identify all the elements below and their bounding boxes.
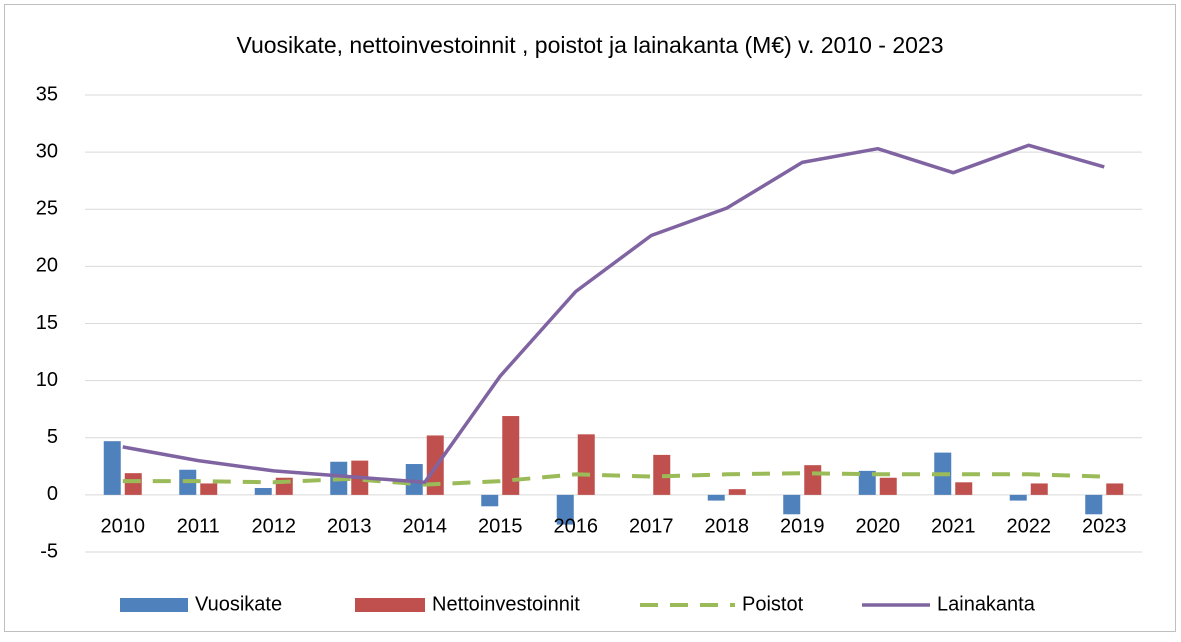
bar bbox=[783, 494, 801, 515]
bar bbox=[124, 473, 142, 495]
y-tick-label: 35 bbox=[36, 83, 58, 105]
y-tick-label: 25 bbox=[36, 198, 58, 220]
y-tick-label: 20 bbox=[36, 255, 58, 277]
x-tick-label: 2019 bbox=[780, 515, 825, 537]
chart-title: Vuosikate, nettoinvestoinnit , poistot j… bbox=[236, 32, 943, 58]
bar bbox=[1106, 483, 1124, 495]
bar bbox=[481, 494, 499, 507]
bar bbox=[653, 454, 671, 495]
legend-swatch bbox=[355, 598, 425, 612]
bar bbox=[200, 483, 218, 495]
bar bbox=[577, 434, 595, 495]
bar bbox=[728, 489, 746, 495]
y-tick-label: 0 bbox=[47, 483, 58, 505]
bar bbox=[502, 416, 520, 495]
y-tick-label: 15 bbox=[36, 312, 58, 334]
line-series bbox=[122, 471, 1105, 487]
bar bbox=[254, 488, 272, 495]
y-tick-label: 5 bbox=[47, 426, 58, 448]
bar bbox=[556, 494, 574, 525]
x-tick-label: 2015 bbox=[478, 515, 523, 537]
x-tick-label: 2018 bbox=[705, 515, 750, 537]
legend-swatch bbox=[120, 598, 188, 612]
x-tick-label: 2010 bbox=[101, 515, 146, 537]
x-tick-label: 2022 bbox=[1007, 515, 1052, 537]
legend-label: Vuosikate bbox=[195, 593, 282, 615]
x-tick-label: 2014 bbox=[403, 515, 448, 537]
legend-label: Lainakanta bbox=[937, 593, 1036, 615]
bar bbox=[955, 482, 973, 495]
bar bbox=[405, 464, 423, 495]
x-tick-label: 2013 bbox=[327, 515, 372, 537]
legend-label: Nettoinvestoinnit bbox=[432, 593, 580, 615]
bar bbox=[1085, 494, 1103, 515]
x-tick-label: 2021 bbox=[931, 515, 976, 537]
x-tick-label: 2016 bbox=[554, 515, 599, 537]
bar bbox=[1030, 483, 1048, 495]
legend-label: Poistot bbox=[742, 593, 804, 615]
bar bbox=[804, 465, 822, 495]
bar bbox=[858, 470, 876, 495]
bar bbox=[707, 494, 725, 501]
x-tick-label: 2023 bbox=[1082, 515, 1127, 537]
bar bbox=[103, 441, 121, 495]
x-tick-label: 2020 bbox=[856, 515, 901, 537]
line-series bbox=[122, 143, 1105, 485]
bar bbox=[1009, 494, 1027, 501]
y-tick-label: 10 bbox=[36, 369, 58, 391]
y-tick-label: -5 bbox=[40, 540, 58, 562]
bar bbox=[879, 477, 897, 495]
x-tick-label: 2011 bbox=[177, 515, 220, 537]
chart-border bbox=[4, 4, 1176, 632]
x-tick-label: 2012 bbox=[252, 515, 297, 537]
x-tick-label: 2017 bbox=[629, 515, 674, 537]
y-tick-label: 30 bbox=[36, 140, 58, 162]
